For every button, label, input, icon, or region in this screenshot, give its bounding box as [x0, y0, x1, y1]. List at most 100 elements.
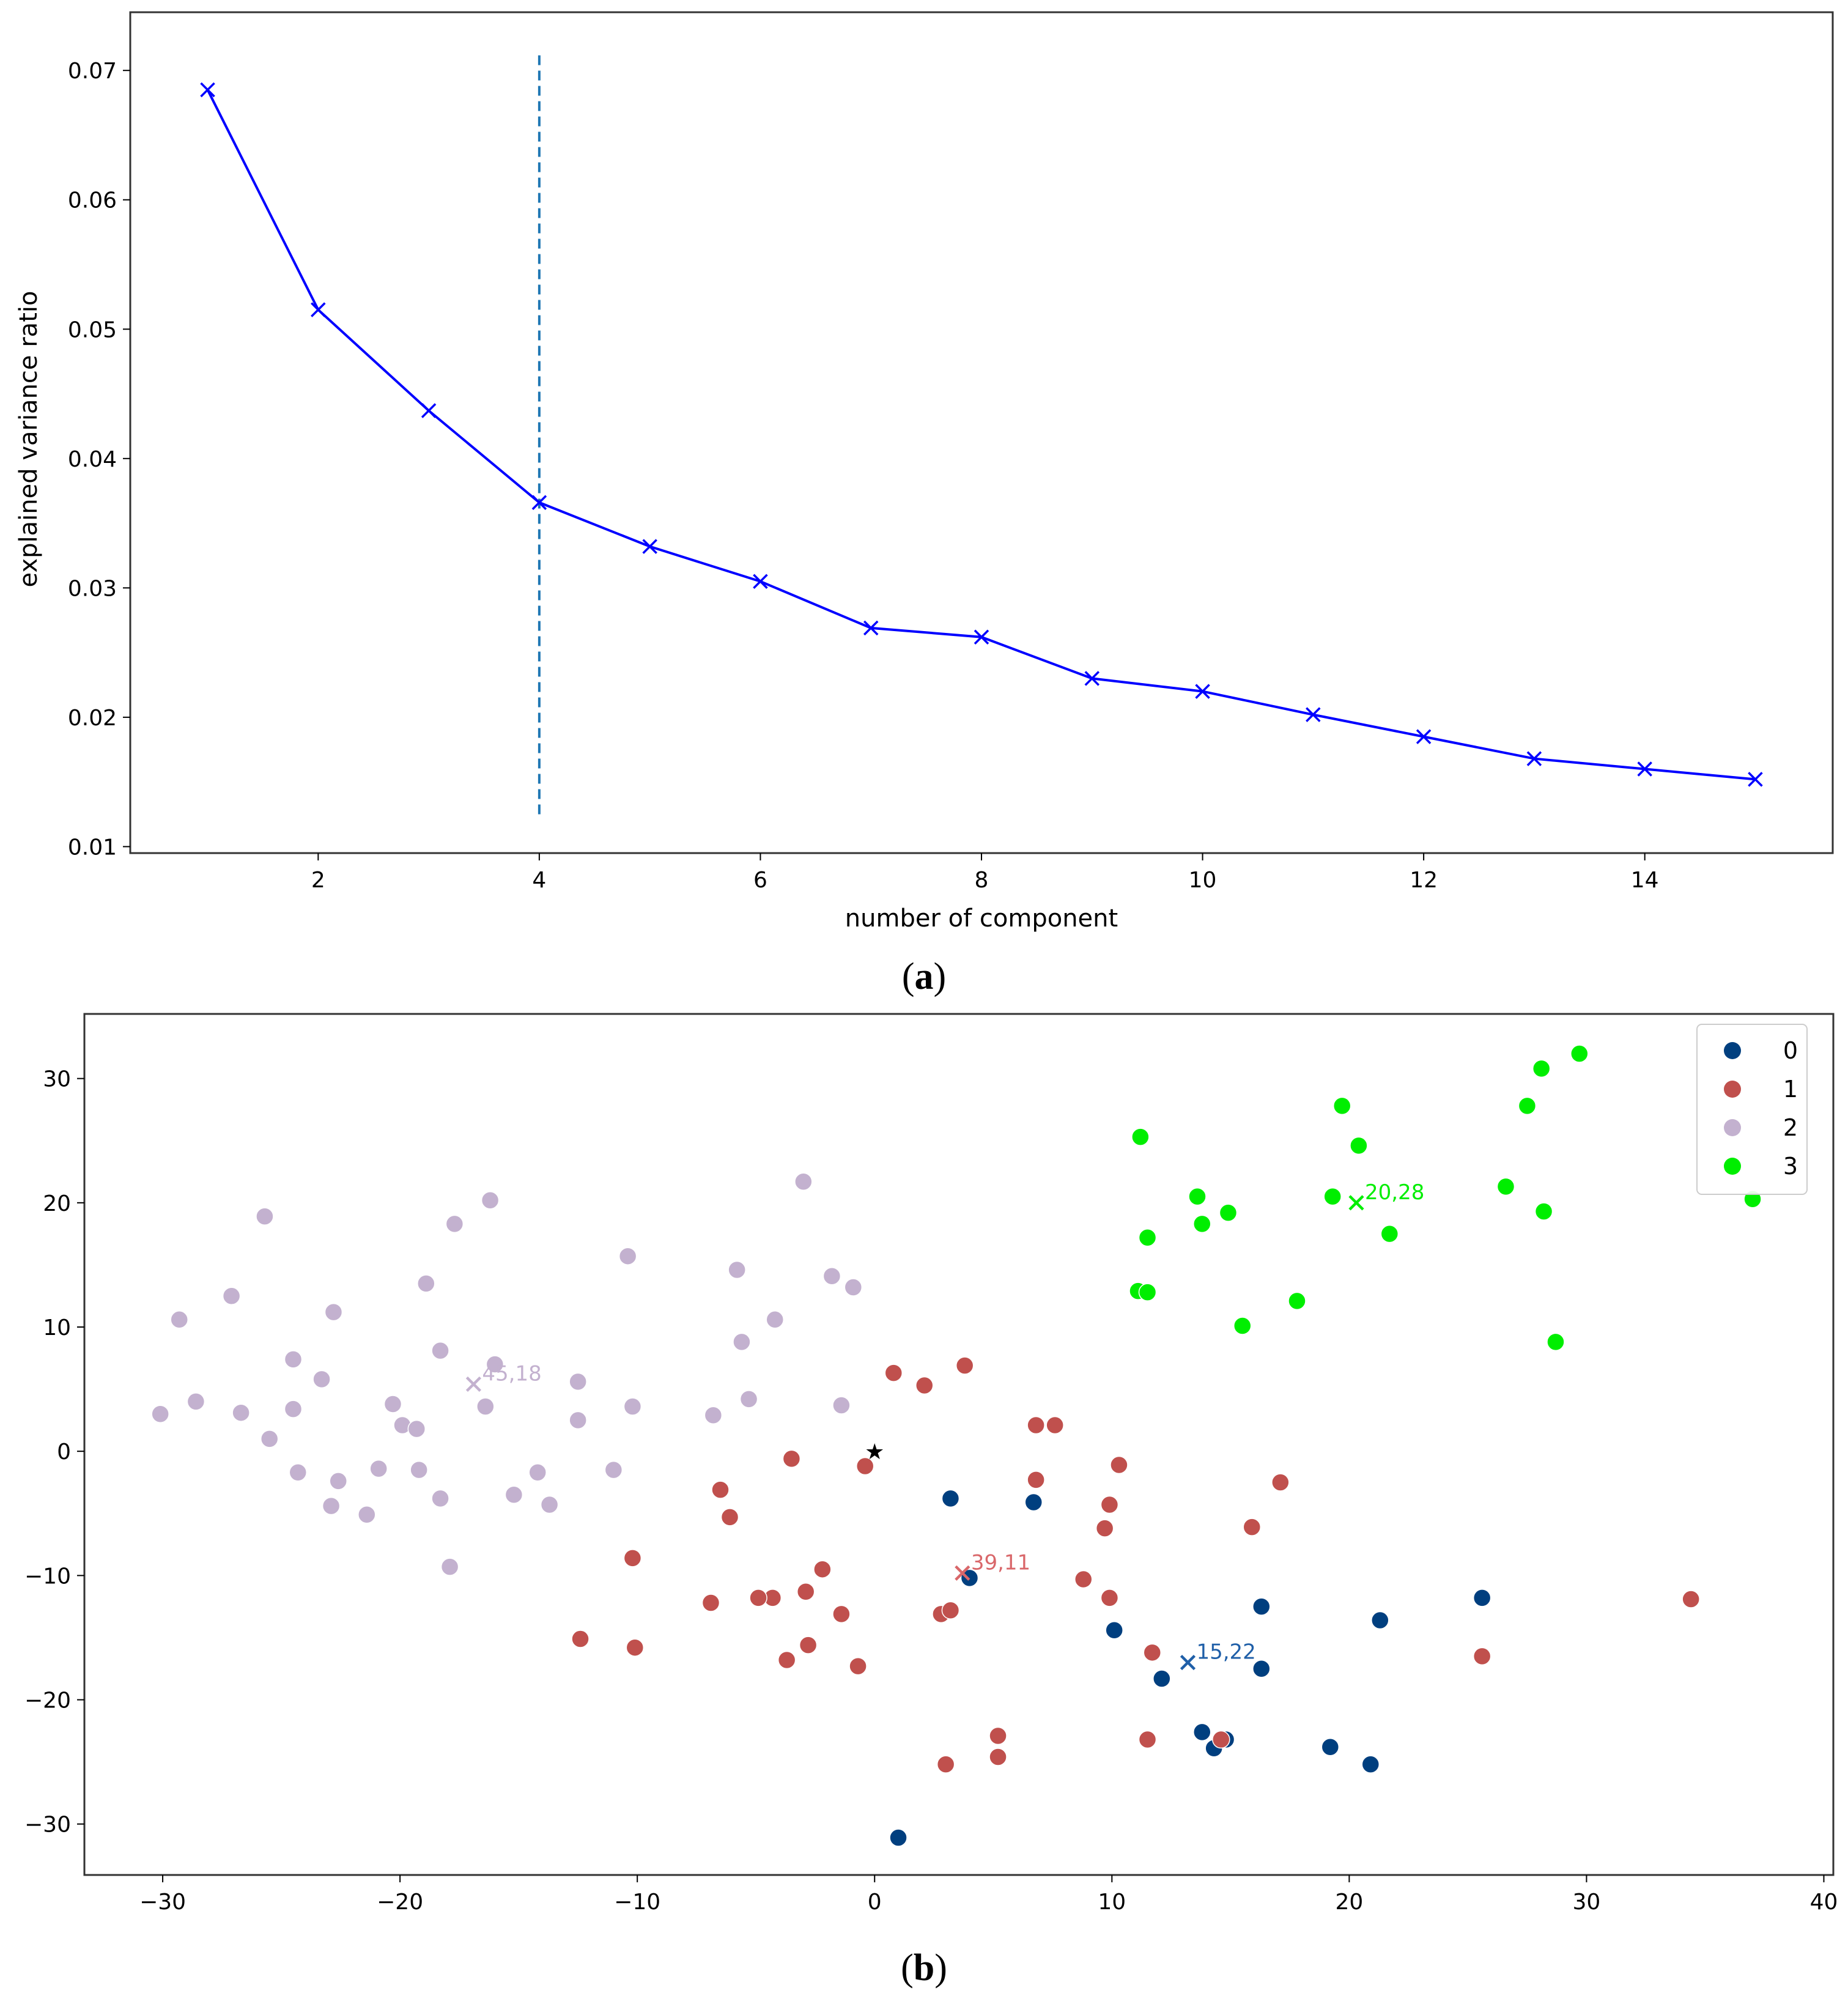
cluster-1-point — [1046, 1417, 1063, 1434]
cluster-1-point — [1474, 1647, 1491, 1665]
cluster-2-point — [384, 1396, 401, 1413]
cluster-0-point — [1253, 1598, 1270, 1615]
panel-b-ytick-label: 30 — [43, 1067, 71, 1092]
cluster-0-point — [1025, 1493, 1042, 1510]
cluster-0-point — [1153, 1670, 1170, 1687]
panel-b-xtick-label: 30 — [1573, 1890, 1601, 1915]
cluster-1-point — [1096, 1520, 1114, 1537]
cluster-3-point — [1189, 1188, 1206, 1205]
cluster-0-point — [1362, 1756, 1379, 1773]
cluster-2-point — [152, 1405, 169, 1422]
centroid-0-label: 15,22 — [1196, 1640, 1255, 1665]
panel-b-ytick-label: −10 — [24, 1564, 71, 1589]
panel-a-ytick-label: 0.05 — [68, 317, 117, 342]
cluster-1-point — [702, 1594, 719, 1611]
legend-label-0: 0 — [1783, 1037, 1798, 1064]
panel-a-xlabel: number of component — [845, 904, 1118, 933]
cluster-2-point — [795, 1173, 812, 1190]
cluster-3-point — [1288, 1292, 1306, 1309]
cluster-2-point — [187, 1393, 204, 1410]
cluster-1-point — [956, 1357, 974, 1374]
cluster-2-point — [223, 1287, 240, 1304]
cluster-2-point — [529, 1464, 546, 1481]
cluster-2-point — [569, 1373, 586, 1390]
panel-b-xtick-label: −10 — [614, 1890, 660, 1915]
panel-b-ytick-label: 0 — [57, 1440, 71, 1465]
centroid-1-label: 39,11 — [971, 1550, 1030, 1575]
panel-b-xtick-label: −30 — [139, 1890, 186, 1915]
cluster-2-point — [330, 1473, 347, 1490]
cluster-1-point — [1272, 1474, 1289, 1491]
cluster-2-point — [370, 1460, 387, 1477]
panel-b-xtick-label: 10 — [1098, 1890, 1126, 1915]
panel-a-ytick-label: 0.06 — [68, 188, 117, 213]
panel-a-xtick-label: 4 — [532, 868, 546, 893]
cluster-2-point — [256, 1208, 273, 1225]
cluster-1-point — [916, 1377, 933, 1394]
cluster-1-point — [624, 1550, 641, 1567]
legend-marker-0 — [1724, 1042, 1741, 1059]
cluster-1-point — [1144, 1644, 1161, 1661]
cluster-3-point — [1194, 1215, 1211, 1232]
panel-a-xtick-label: 8 — [975, 868, 989, 893]
cluster-3-point — [1533, 1060, 1550, 1077]
cluster-1-point — [712, 1481, 729, 1498]
legend-marker-3 — [1724, 1158, 1741, 1175]
cluster-1-point — [783, 1450, 800, 1467]
cluster-1-point — [1075, 1570, 1092, 1588]
cluster-3-point — [1219, 1204, 1236, 1221]
cluster-0-point — [1321, 1739, 1339, 1756]
cluster-3-point — [1381, 1226, 1398, 1243]
cluster-2-point — [733, 1333, 750, 1350]
panel-b-xtick-label: 40 — [1810, 1890, 1838, 1915]
cluster-2-point — [171, 1311, 188, 1328]
cluster-1-point — [989, 1727, 1007, 1744]
panel-b-caption: (b) — [901, 1947, 947, 1989]
cluster-1-point — [1101, 1496, 1118, 1514]
panel-a-caption-open: ( — [902, 956, 915, 997]
cluster-2-point — [432, 1490, 449, 1507]
panel-b-xtick-label: 20 — [1335, 1890, 1363, 1915]
cluster-1-point — [572, 1630, 589, 1647]
panel-a-xtick-label: 12 — [1410, 868, 1438, 893]
cluster-3-point — [1497, 1178, 1514, 1195]
cluster-2-point — [284, 1400, 301, 1418]
cluster-2-point — [313, 1370, 330, 1388]
panel-a-xtick-label: 6 — [753, 868, 767, 893]
cluster-2-point — [823, 1268, 840, 1285]
cluster-1-point — [1027, 1471, 1044, 1488]
cluster-2-point — [728, 1262, 745, 1279]
cluster-1-point — [833, 1605, 850, 1622]
cluster-2-point — [261, 1430, 278, 1448]
cluster-2-point — [569, 1411, 586, 1429]
cluster-1-point — [626, 1639, 643, 1656]
cluster-1-point — [989, 1748, 1007, 1766]
cluster-2-point — [605, 1462, 622, 1479]
panel-a-caption-close: ) — [934, 956, 947, 997]
cluster-3-point — [1324, 1188, 1341, 1205]
legend-marker-1 — [1724, 1081, 1741, 1098]
cluster-2-point — [619, 1248, 637, 1265]
panel-b-caption-close: ) — [934, 1947, 947, 1989]
panel-b-ytick-label: 20 — [43, 1191, 71, 1216]
panel-b-xtick-label: −20 — [377, 1890, 423, 1915]
cluster-1-point — [750, 1589, 767, 1607]
centroid-3-label: 20,28 — [1365, 1180, 1424, 1205]
panel-b-legend: 0 1 2 3 — [1697, 1024, 1807, 1194]
cluster-2-point — [442, 1558, 459, 1575]
cluster-1-point — [885, 1364, 902, 1381]
panel-b-ytick-label: −30 — [24, 1813, 71, 1838]
panel-b-ytick-label: −20 — [24, 1688, 71, 1714]
legend-label-3: 3 — [1783, 1153, 1798, 1180]
cluster-3-point — [1234, 1317, 1251, 1334]
cluster-3-point — [1536, 1203, 1553, 1220]
cluster-0-point — [890, 1829, 907, 1846]
panel-a-xtick-label: 14 — [1631, 868, 1659, 893]
panel-a-ytick-label: 0.01 — [68, 835, 117, 860]
panel-b-ytick-label: 10 — [43, 1315, 71, 1340]
cluster-1-point — [778, 1652, 796, 1669]
legend-label-1: 1 — [1783, 1076, 1798, 1103]
cluster-1-point — [722, 1509, 739, 1526]
cluster-2-point — [358, 1506, 375, 1523]
cluster-2-point — [408, 1421, 425, 1438]
